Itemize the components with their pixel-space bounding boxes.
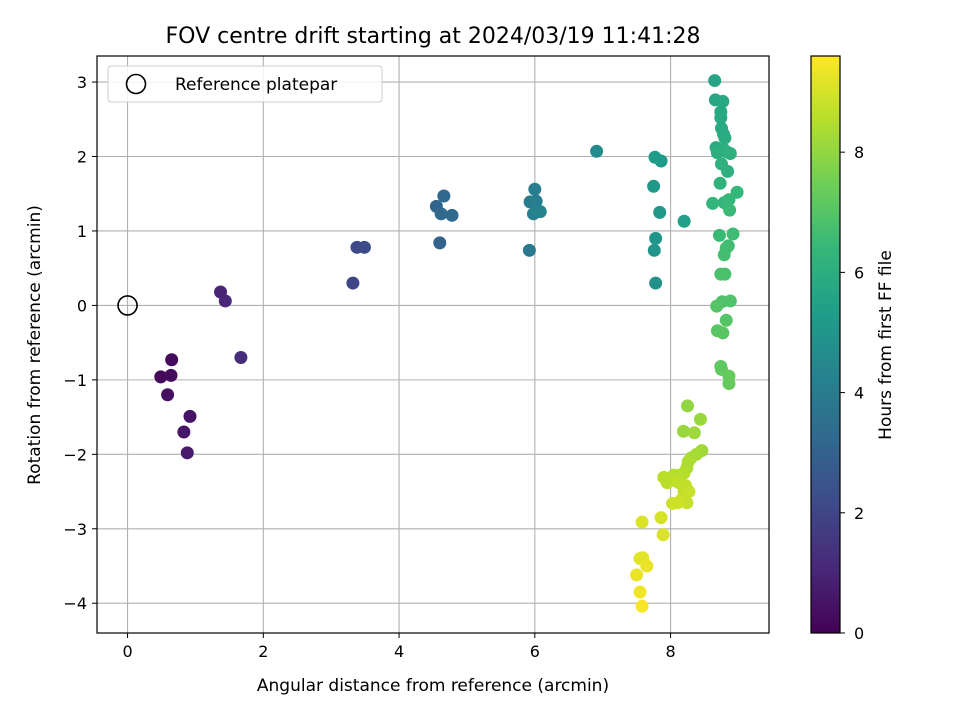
y-tick-label: −4 [63,594,87,613]
data-point [677,214,691,228]
data-point [718,131,732,145]
data-point [716,326,730,340]
x-tick-label: 2 [258,642,268,661]
x-tick-label: 6 [530,642,540,661]
colorbar-frame [810,55,841,634]
data-point [528,182,542,196]
data-point [649,276,663,290]
data-point [640,559,654,573]
colorbar-tick-label: 0 [854,624,864,643]
y-tick-label: 3 [77,73,87,92]
data-point [180,446,194,460]
data-point [161,388,175,402]
y-tick-label: 1 [77,222,87,241]
data-point [635,515,649,529]
data-point [437,189,451,203]
y-tick-label: 2 [77,148,87,167]
data-point [681,399,695,413]
data-point [676,424,690,438]
grid [97,56,769,633]
data-point [721,164,735,178]
data-point [714,111,728,125]
chart-title: FOV centre drift starting at 2024/03/19 … [166,24,701,49]
reference-point-marker [117,295,138,316]
data-point [723,147,737,161]
data-point [653,205,667,219]
data-point [154,370,168,384]
colorbar-tick-label: 6 [854,263,864,282]
data-point [719,313,733,327]
x-axis-ticks: 0 2 4 6 8 [122,633,676,661]
data-point [687,426,701,440]
plot-frame [96,55,770,634]
y-axis-ticks: −4 −3 −2 −1 0 1 2 3 [63,73,97,613]
x-tick-label: 0 [122,642,132,661]
data-point [164,368,178,382]
data-point [590,144,604,158]
data-point [165,353,179,367]
data-point [730,185,744,199]
data-point [726,227,740,241]
data-point [635,599,649,613]
data-point [717,248,731,262]
x-tick-label: 8 [665,642,675,661]
data-point [234,351,248,365]
data-point [647,243,661,257]
data-point [433,236,447,250]
data-point [666,496,680,510]
x-tick-label: 4 [394,642,404,661]
data-point [654,511,668,525]
x-axis-label: Angular distance from reference (arcmin) [257,676,609,696]
data-point [710,299,724,313]
legend-label: Reference platepar [175,75,337,95]
data-point [630,568,644,582]
y-tick-label: −3 [63,520,87,539]
colorbar-tick-label: 8 [854,143,864,162]
colorbar-ticks: 0 2 4 6 8 [840,143,864,643]
legend-marker [125,73,147,95]
data-point [693,412,707,426]
legend: Reference platepar [107,65,383,103]
y-axis-label: Rotation from reference (arcmin) [25,205,45,485]
data-point [522,243,536,257]
legend-box [107,65,383,103]
data-point [633,585,647,599]
data-point [713,176,727,190]
data-point [716,94,730,108]
data-point [718,267,732,281]
data-point [706,196,720,210]
data-point [723,203,737,217]
data-point [445,208,459,222]
data-point [357,240,371,254]
data-point [529,194,543,208]
data-point [722,377,736,391]
data-point [346,276,360,290]
data-point [708,74,722,88]
data-point [218,294,232,308]
colorbar: 0 2 4 6 8 Hours from first FF file [810,55,896,643]
colorbar-tick-label: 4 [854,384,864,403]
y-tick-label: 0 [77,296,87,315]
data-point [177,425,191,439]
data-point [647,179,661,193]
y-tick-label: −2 [63,445,87,464]
colorbar-tick-label: 2 [854,504,864,523]
data-point [656,528,670,542]
data-point [533,205,547,219]
colorbar-label: Hours from first FF file [876,250,896,440]
data-point [649,231,663,245]
data-points [154,74,744,613]
colorbar-fill [811,56,840,633]
data-point [434,207,448,221]
y-tick-label: −1 [63,371,87,390]
data-point [654,154,668,168]
data-point [183,409,197,423]
data-point [712,228,726,242]
data-point [723,294,737,308]
